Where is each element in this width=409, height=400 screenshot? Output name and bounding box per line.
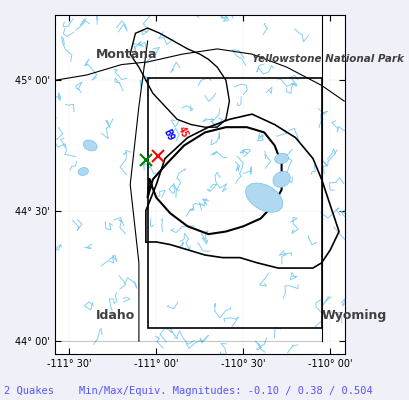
Text: Idaho: Idaho (95, 308, 134, 322)
Text: Yellowstone National Park: Yellowstone National Park (252, 54, 403, 64)
Text: Wyoming: Wyoming (321, 308, 386, 322)
Text: Montana: Montana (95, 48, 157, 61)
Ellipse shape (83, 140, 97, 151)
Ellipse shape (274, 153, 288, 164)
Text: B9: B9 (161, 127, 175, 142)
Ellipse shape (78, 168, 88, 176)
Text: 2 Quakes    Min/Max/Equiv. Magnitudes: -0.10 / 0.38 / 0.504: 2 Quakes Min/Max/Equiv. Magnitudes: -0.1… (4, 386, 372, 396)
Text: 45: 45 (175, 125, 189, 140)
Ellipse shape (245, 183, 282, 212)
Ellipse shape (272, 171, 290, 187)
Bar (147, 78, 321, 328)
